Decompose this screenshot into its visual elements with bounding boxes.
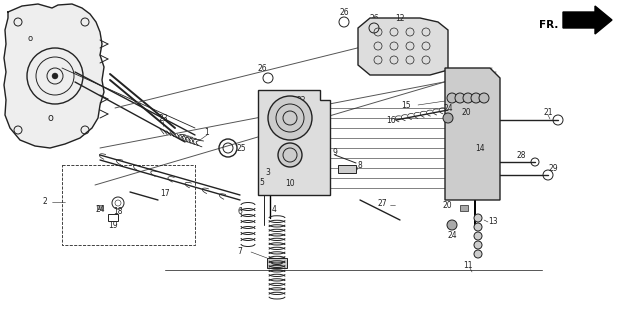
Circle shape (447, 220, 457, 230)
Text: 15: 15 (401, 100, 411, 109)
Circle shape (474, 250, 482, 258)
Text: 3: 3 (265, 167, 270, 177)
Bar (97, 205, 103, 209)
Text: 16: 16 (386, 116, 396, 124)
Polygon shape (4, 4, 104, 148)
Bar (267, 258, 287, 268)
Text: 7: 7 (237, 247, 242, 257)
Text: 13: 13 (488, 218, 498, 227)
Text: 10: 10 (285, 179, 295, 188)
Text: 8: 8 (358, 161, 363, 170)
Bar (108, 214, 118, 221)
Bar (460, 205, 468, 211)
Circle shape (474, 223, 482, 231)
Text: 28: 28 (516, 150, 526, 159)
Text: 11: 11 (463, 260, 473, 269)
Circle shape (474, 241, 482, 249)
Text: 26: 26 (339, 7, 349, 17)
Text: 24: 24 (447, 230, 457, 239)
Text: 2: 2 (42, 197, 47, 206)
Text: 17: 17 (160, 188, 170, 197)
Text: 24: 24 (95, 205, 105, 214)
Circle shape (479, 93, 489, 103)
Text: 1: 1 (205, 127, 209, 137)
Text: 27: 27 (378, 198, 387, 207)
Text: 20: 20 (462, 108, 471, 116)
Text: 26: 26 (369, 13, 379, 22)
Text: 22: 22 (297, 95, 307, 105)
Circle shape (474, 232, 482, 240)
Text: 14: 14 (475, 143, 484, 153)
Text: 26: 26 (257, 63, 267, 73)
Text: 12: 12 (395, 13, 405, 22)
Text: 29: 29 (549, 164, 558, 172)
Circle shape (471, 93, 481, 103)
Bar (453, 118, 461, 123)
Text: 24: 24 (443, 103, 453, 113)
Text: 6: 6 (237, 207, 242, 217)
Circle shape (455, 93, 465, 103)
Text: 21: 21 (543, 108, 553, 116)
Text: 20: 20 (442, 201, 452, 210)
Text: 23: 23 (158, 114, 168, 123)
Circle shape (52, 73, 58, 79)
Text: 5: 5 (259, 178, 264, 187)
Bar (338, 165, 356, 173)
Text: 18: 18 (114, 207, 123, 217)
Circle shape (268, 96, 312, 140)
Text: 25: 25 (237, 143, 247, 153)
Polygon shape (445, 68, 500, 200)
Circle shape (447, 93, 457, 103)
Polygon shape (358, 18, 448, 75)
Text: o: o (47, 113, 53, 123)
Polygon shape (258, 90, 330, 195)
Text: 19: 19 (108, 220, 118, 229)
Text: 9: 9 (333, 148, 337, 156)
Circle shape (474, 214, 482, 222)
Text: 4: 4 (272, 205, 277, 214)
Polygon shape (563, 6, 612, 34)
Circle shape (278, 143, 302, 167)
Text: o: o (27, 34, 33, 43)
Circle shape (463, 93, 473, 103)
Bar (268, 180, 283, 188)
Circle shape (443, 113, 453, 123)
Text: FR.: FR. (539, 20, 558, 30)
